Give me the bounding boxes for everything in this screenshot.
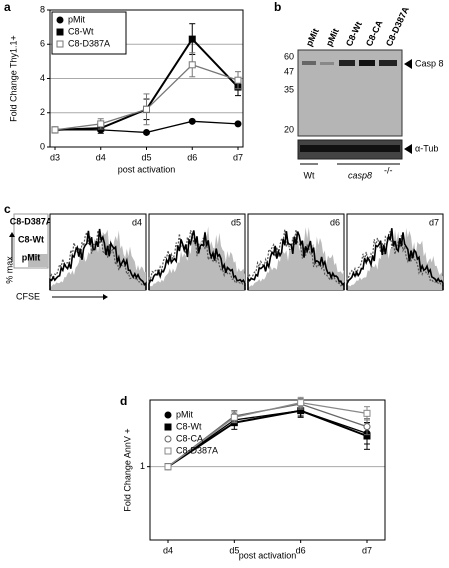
band-label: α-Tub xyxy=(415,143,438,153)
lane-label: C8-CA xyxy=(364,18,385,48)
y-tick-label: 0 xyxy=(40,141,45,151)
marker xyxy=(188,117,196,125)
marker xyxy=(56,16,64,24)
band-label: Casp 8 xyxy=(415,58,444,68)
plot-frame xyxy=(149,399,386,541)
histogram-line xyxy=(148,230,246,290)
marker xyxy=(230,413,238,421)
x-axis-label: CFSE xyxy=(16,291,40,301)
histogram-fill xyxy=(50,229,146,290)
lane-label: C8-Wt xyxy=(344,20,364,48)
lane-label: pMit xyxy=(324,27,341,48)
series-line xyxy=(167,410,368,468)
y-tick-label: 8 xyxy=(40,4,45,14)
marker xyxy=(234,76,242,84)
panel-letter: d xyxy=(120,394,127,408)
arrow xyxy=(404,144,412,154)
x-tick-label: d3 xyxy=(50,152,60,162)
x-axis-label: post activation xyxy=(239,550,297,560)
group-label: casp8 xyxy=(348,170,372,180)
panel-label: d7 xyxy=(429,217,439,227)
x-tick-label: d6 xyxy=(187,152,197,162)
legend-label: C8-D387A xyxy=(10,216,53,226)
x-tick-label: d5 xyxy=(141,152,151,162)
histogram-line xyxy=(148,230,246,290)
marker xyxy=(188,35,196,43)
y-tick-label: 6 xyxy=(40,39,45,49)
panel-letter: a xyxy=(4,0,11,14)
panel-label: d6 xyxy=(330,217,340,227)
axis-arrow xyxy=(9,232,15,237)
marker xyxy=(188,61,196,69)
x-tick-label: d6 xyxy=(296,545,306,555)
x-tick-label: d7 xyxy=(233,152,243,162)
legend-label: C8-D387A xyxy=(68,38,110,48)
legend-label: pMit xyxy=(176,409,194,419)
x-tick-label: d7 xyxy=(362,545,372,555)
size-marker: 20 xyxy=(284,124,294,134)
arrow xyxy=(404,59,412,69)
size-marker: 35 xyxy=(284,84,294,94)
size-marker: 47 xyxy=(284,66,294,76)
marker xyxy=(363,423,371,431)
panel-letter: b xyxy=(274,0,281,14)
marker xyxy=(363,409,371,417)
y-axis-label: Fold Change AnnV + xyxy=(122,428,132,511)
marker xyxy=(56,28,64,36)
panel-label: d4 xyxy=(132,217,142,227)
series-line xyxy=(167,409,368,468)
histogram-line xyxy=(49,228,147,290)
histogram-line xyxy=(247,231,345,290)
series-line xyxy=(167,402,368,468)
histogram-fill xyxy=(248,227,344,290)
histogram-fill xyxy=(347,227,443,290)
marker xyxy=(51,126,59,134)
y-tick-label: 4 xyxy=(40,73,45,83)
marker xyxy=(97,120,105,128)
legend-swatch xyxy=(28,254,48,267)
marker xyxy=(164,447,172,455)
y-axis-label: % max xyxy=(4,256,14,284)
y-tick-label: 1 xyxy=(140,461,145,471)
y-axis-label: Fold Change Thy1.1+ xyxy=(8,35,18,122)
bands xyxy=(300,60,400,152)
x-tick-label: d4 xyxy=(163,545,173,555)
legend-label: pMit xyxy=(22,252,41,262)
histogram-line xyxy=(346,228,444,290)
y-tick-label: 2 xyxy=(40,107,45,117)
legend-box xyxy=(51,11,127,55)
panel-label: d5 xyxy=(231,217,241,227)
marker xyxy=(234,120,242,128)
panel-letter: c xyxy=(4,202,11,216)
x-tick-label: d4 xyxy=(96,152,106,162)
lane-label: C8-D387A xyxy=(384,5,411,48)
legend-label: C8-Wt xyxy=(176,421,202,431)
lane-label: pMit xyxy=(304,27,321,48)
legend-label: C8-Wt xyxy=(68,26,94,36)
marker xyxy=(297,399,305,407)
size-marker: 60 xyxy=(284,51,294,61)
marker xyxy=(164,463,172,471)
marker xyxy=(164,411,172,419)
marker xyxy=(164,423,172,431)
marker xyxy=(56,40,64,48)
marker xyxy=(143,128,150,136)
group-label: Wt xyxy=(304,170,315,180)
marker xyxy=(143,105,150,113)
axis-arrow xyxy=(103,294,108,300)
marker xyxy=(164,435,172,443)
group-label: -/- xyxy=(384,165,393,175)
legend-label: pMit xyxy=(68,14,86,24)
histogram-fill xyxy=(149,226,245,290)
x-axis-label: post activation xyxy=(118,164,176,174)
legend-label: C8-CA xyxy=(176,433,203,443)
x-tick-label: d5 xyxy=(229,545,239,555)
legend-label: C8-Wt xyxy=(18,234,44,244)
legend-label: C8-D387A xyxy=(176,445,218,455)
histogram-line xyxy=(346,230,444,290)
